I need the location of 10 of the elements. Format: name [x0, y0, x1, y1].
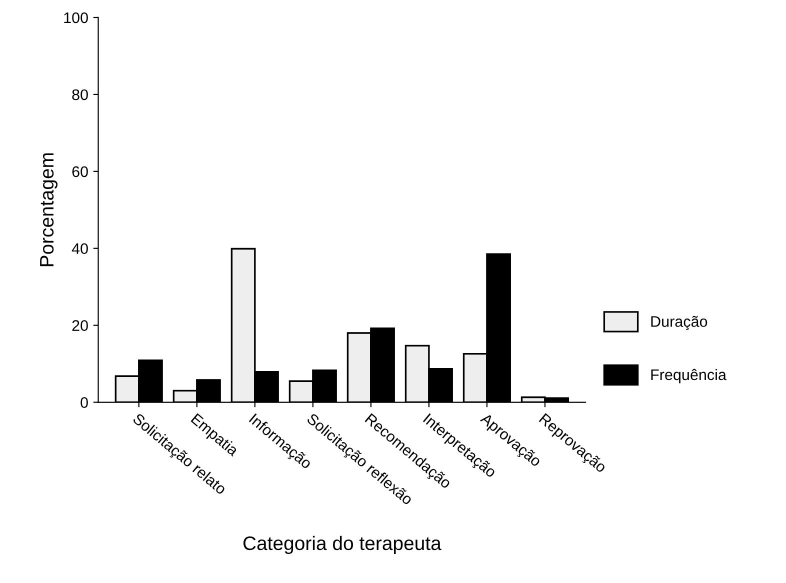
y-axis-title: Porcentagem: [40, 153, 58, 266]
legend-label: Frequência: [651, 368, 726, 384]
x-axis-title: Categoria do terapeuta: [243, 536, 442, 554]
y-tick-label: 40: [72, 243, 88, 254]
y-tick-label: 20: [72, 320, 88, 331]
legend-label: Duração: [651, 316, 708, 330]
y-tick-label: 100: [64, 12, 88, 24]
y-tick-label: 0: [80, 397, 88, 408]
y-tick-label: 60: [72, 166, 88, 178]
y-tick-label: 80: [72, 89, 88, 100]
